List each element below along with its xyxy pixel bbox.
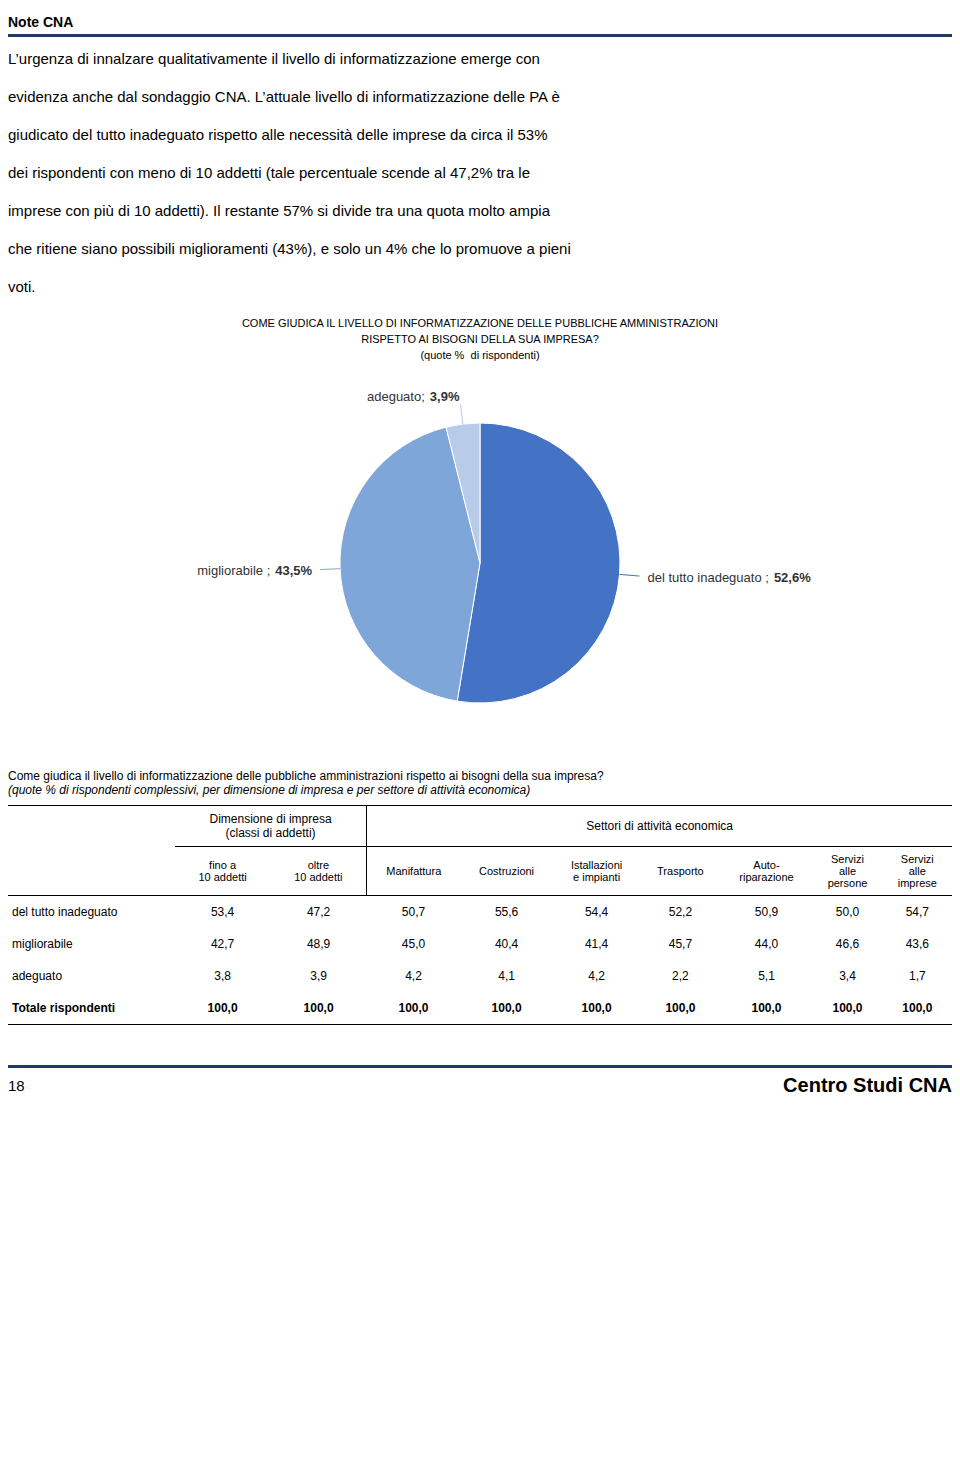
- html-text:50,9: 50,9: [754, 905, 779, 919]
- html-text:5,1: 5,1: [758, 969, 775, 983]
- html-text:oltre 10 addetti: oltre 10 addetti: [294, 859, 343, 883]
- html-text:Istallazioni e impianti: Istallazioni e impianti: [570, 859, 623, 883]
- html-text:Costruzioni: Costruzioni: [479, 865, 535, 877]
- html-text:52,2: 52,2: [668, 905, 693, 919]
- html-text:46,6: 46,6: [835, 937, 860, 951]
- html-text:45,7: 45,7: [668, 937, 693, 951]
- html-text:4,2: 4,2: [405, 969, 422, 983]
- html-text:1,7: 1,7: [909, 969, 926, 983]
- html-text:dei rispondenti con meno di 10: dei rispondenti con meno di 10 addetti (…: [8, 164, 530, 181]
- html-text:Centro Studi CNA: Centro Studi CNA: [783, 1074, 952, 1096]
- html-text:adeguato: adeguato: [12, 969, 63, 983]
- html-text:Note CNA: Note CNA: [8, 14, 74, 30]
- html-text:100,0: 100,0: [398, 1001, 429, 1015]
- html-text:18: 18: [8, 1077, 25, 1094]
- html-text:del tutto inadeguato: del tutto inadeguato: [12, 905, 118, 919]
- html-text:giudicato del tutto inadeguato: giudicato del tutto inadeguato rispetto …: [8, 126, 548, 143]
- html-text:100,0: 100,0: [832, 1001, 863, 1015]
- html-text:55,6: 55,6: [494, 905, 519, 919]
- html-text:Settori di attività economica: Settori di attività economica: [586, 819, 733, 833]
- html-text:(quote % di rispondenti comple: (quote % di rispondenti complessivi, per…: [8, 783, 531, 797]
- html-text:Trasporto: Trasporto: [657, 865, 704, 877]
- html-text:41,4: 41,4: [584, 937, 609, 951]
- html-text:COME GIUDICA IL LIVELLO DI INF: COME GIUDICA IL LIVELLO DI INFORMATIZZAZ…: [241, 317, 719, 345]
- html-text:evidenza anche dal sondaggio C: evidenza anche dal sondaggio CNA. L’attu…: [8, 88, 560, 105]
- svg-text:migliorabile ;43,5%: migliorabile ;43,5%: [197, 562, 312, 577]
- html-text:(quote % di rispondenti): (quote % di rispondenti): [420, 349, 540, 361]
- html-text:43,6: 43,6: [905, 937, 929, 951]
- html-text:3,4: 3,4: [839, 969, 856, 983]
- html-text:che ritiene siano possibili mi: che ritiene siano possibili migliorament…: [8, 240, 571, 257]
- html-text:100,0: 100,0: [581, 1001, 612, 1015]
- html-text:42,7: 42,7: [210, 937, 235, 951]
- html-text:fino a 10 addetti: fino a 10 addetti: [198, 859, 247, 883]
- svg-text:adeguato;3,9%: adeguato;3,9%: [367, 389, 460, 404]
- html-text:Come giudica il livello di inf: Come giudica il livello di informatizzaz…: [8, 769, 604, 783]
- html-text:imprese con più di 10 addetti): imprese con più di 10 addetti). Il resta…: [8, 202, 550, 219]
- html-text:50,0: 50,0: [835, 905, 860, 919]
- html-text:100,0: 100,0: [665, 1001, 696, 1015]
- html-text:migliorabile: migliorabile: [12, 937, 73, 951]
- html-text:50,7: 50,7: [401, 905, 426, 919]
- html-text:54,4: 54,4: [584, 905, 609, 919]
- svg-text:del tutto inadeguato ;52,6%: del tutto inadeguato ;52,6%: [647, 569, 811, 584]
- html-text:Totale rispondenti: Totale rispondenti: [12, 1001, 116, 1015]
- html-text:100,0: 100,0: [491, 1001, 522, 1015]
- html-text:4,2: 4,2: [588, 969, 605, 983]
- html-text:53,4: 53,4: [210, 905, 235, 919]
- html-text:Servizi alle persone: Servizi alle persone: [827, 853, 868, 889]
- html-text:4,1: 4,1: [498, 969, 515, 983]
- html-text:Auto- riparazione: Auto- riparazione: [739, 859, 794, 883]
- html-text:44,0: 44,0: [754, 937, 779, 951]
- html-text:Servizi alle imprese: Servizi alle imprese: [897, 853, 937, 889]
- html-text:3,8: 3,8: [214, 969, 231, 983]
- html-text:3,9: 3,9: [310, 969, 327, 983]
- html-text:100,0: 100,0: [207, 1001, 238, 1015]
- html-text:100,0: 100,0: [751, 1001, 782, 1015]
- html-text:2,2: 2,2: [672, 969, 689, 983]
- html-text:54,7: 54,7: [905, 905, 929, 919]
- html-text:100,0: 100,0: [303, 1001, 334, 1015]
- html-text:48,9: 48,9: [306, 937, 331, 951]
- html-text:Manifattura: Manifattura: [386, 865, 442, 877]
- html-text:40,4: 40,4: [494, 937, 519, 951]
- html-text:L’urgenza di innalzare qualita: L’urgenza di innalzare qualitativamente …: [8, 50, 540, 67]
- html-text:47,2: 47,2: [306, 905, 331, 919]
- html-text:45,0: 45,0: [401, 937, 426, 951]
- html-text:Dimensione di impresa (classi: Dimensione di impresa (classi di addetti…: [209, 812, 332, 840]
- html-text:voti.: voti.: [8, 278, 36, 295]
- html-text:100,0: 100,0: [902, 1001, 933, 1015]
